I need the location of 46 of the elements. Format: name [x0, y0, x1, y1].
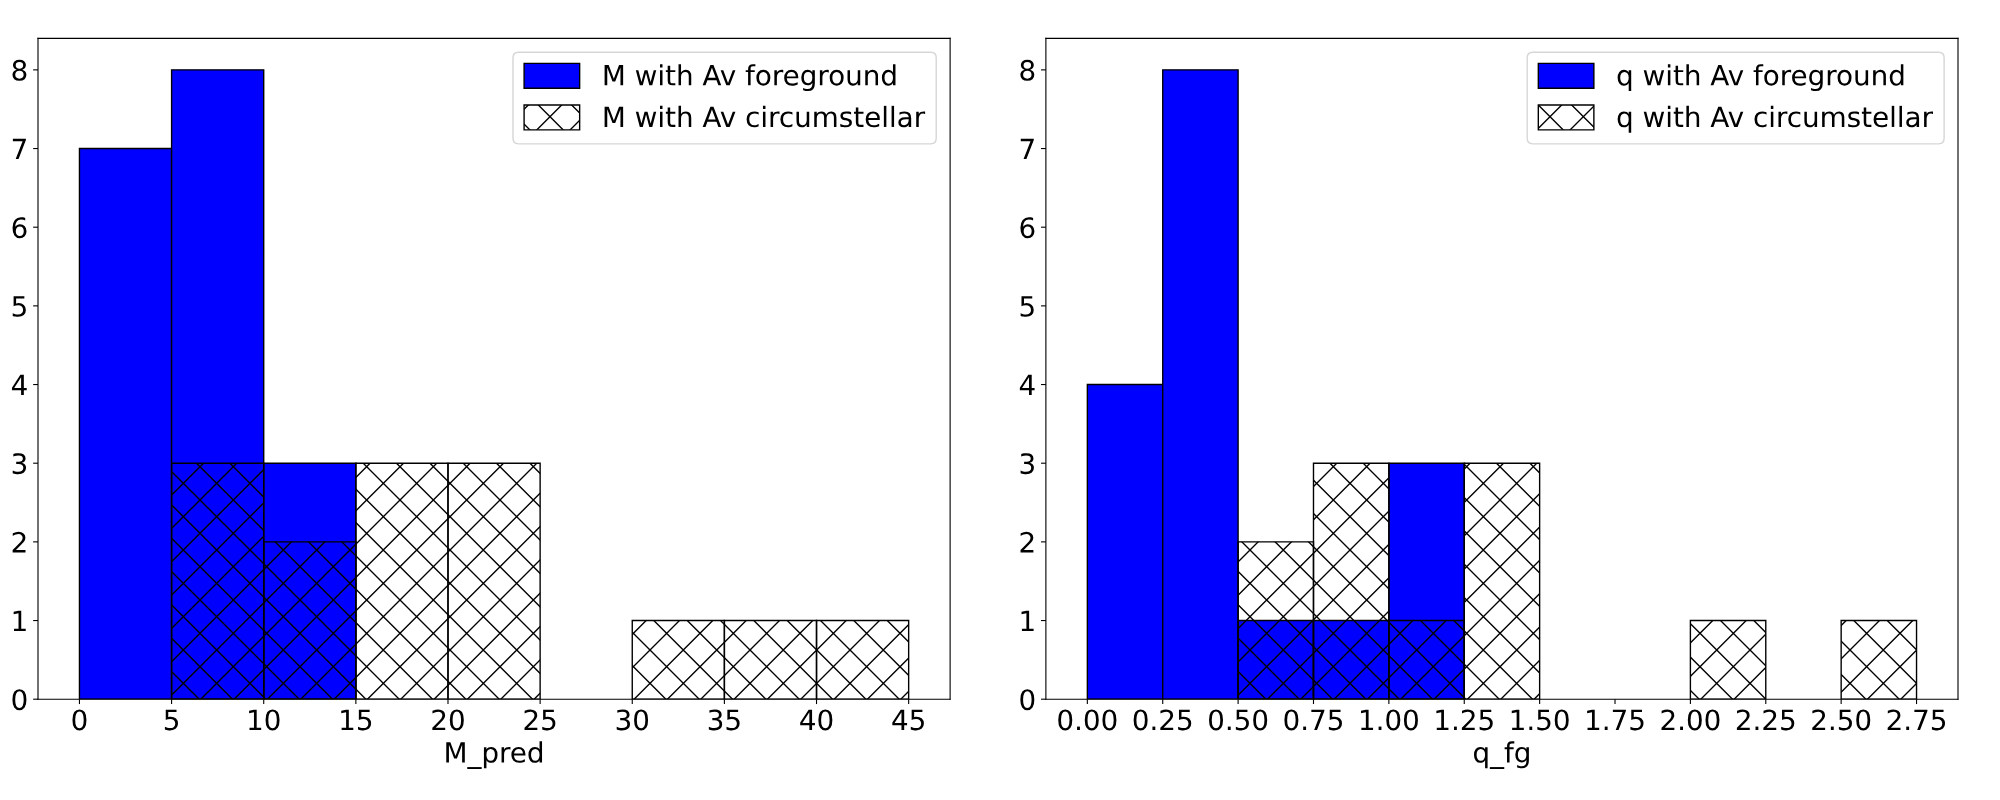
x-tick-label: 0: [72, 709, 87, 731]
y-tick-label: 1: [13, 610, 26, 632]
x-tick-label: 1.00: [1361, 709, 1418, 731]
x-tick-label: 2.75: [1887, 709, 1946, 731]
y-tick-label: 2: [12, 531, 26, 553]
x-tick-label: 25: [524, 709, 556, 731]
legend-label: q with Av foreground: [1617, 64, 1904, 92]
y-tick-label: 5: [1020, 296, 1034, 317]
x-tick-label: 2.00: [1661, 709, 1720, 731]
x-tick-label: 0.75: [1284, 709, 1342, 731]
y-tick-label: 4: [1019, 374, 1035, 396]
x-tick-label: 1.50: [1511, 709, 1569, 731]
x-tick-label: 20: [432, 709, 464, 731]
x-axis-title: q_fg: [1474, 741, 1529, 770]
x-tick-label: 0.00: [1058, 709, 1117, 731]
x-tick-label: 1.75: [1587, 709, 1644, 731]
y-tick-label: 7: [12, 138, 26, 160]
y-tick-label: 3: [12, 453, 27, 475]
x-tick-label: 0.50: [1209, 709, 1268, 731]
legend-label: M with Av circumstellar: [604, 105, 926, 128]
legend-label: M with Av foreground: [604, 64, 896, 92]
y-tick-label: 8: [1020, 59, 1035, 81]
x-tick-label: 45: [892, 709, 924, 731]
x-tick-label: 35: [708, 709, 740, 731]
x-tick-label: 15: [341, 709, 372, 731]
x-tick-label: 10: [249, 709, 280, 731]
x-tick-label: 1.25: [1436, 709, 1493, 731]
x-tick-label: 2.50: [1812, 709, 1871, 731]
y-tick-label: 6: [12, 217, 27, 239]
x-tick-label: 5: [164, 709, 178, 731]
legend-label: q with Av circumstellar: [1617, 105, 1934, 133]
y-tick-label: 1: [1021, 610, 1034, 632]
y-tick-label: 7: [1020, 138, 1034, 160]
y-tick-label: 5: [12, 296, 26, 317]
x-tick-label: 40: [800, 709, 833, 731]
y-tick-label: 0: [12, 689, 27, 711]
x-axis-title: M_pred: [446, 741, 543, 770]
y-tick-label: 2: [1020, 531, 1034, 553]
y-tick-label: 3: [1020, 453, 1034, 475]
y-tick-label: 6: [1020, 217, 1035, 239]
x-tick-label: 30: [616, 709, 649, 731]
y-tick-label: 8: [12, 59, 27, 81]
y-tick-label: 0: [1020, 689, 1035, 711]
y-tick-label: 4: [11, 374, 27, 396]
x-tick-label: 0.25: [1133, 709, 1192, 731]
x-tick-label: 2.25: [1736, 709, 1795, 731]
